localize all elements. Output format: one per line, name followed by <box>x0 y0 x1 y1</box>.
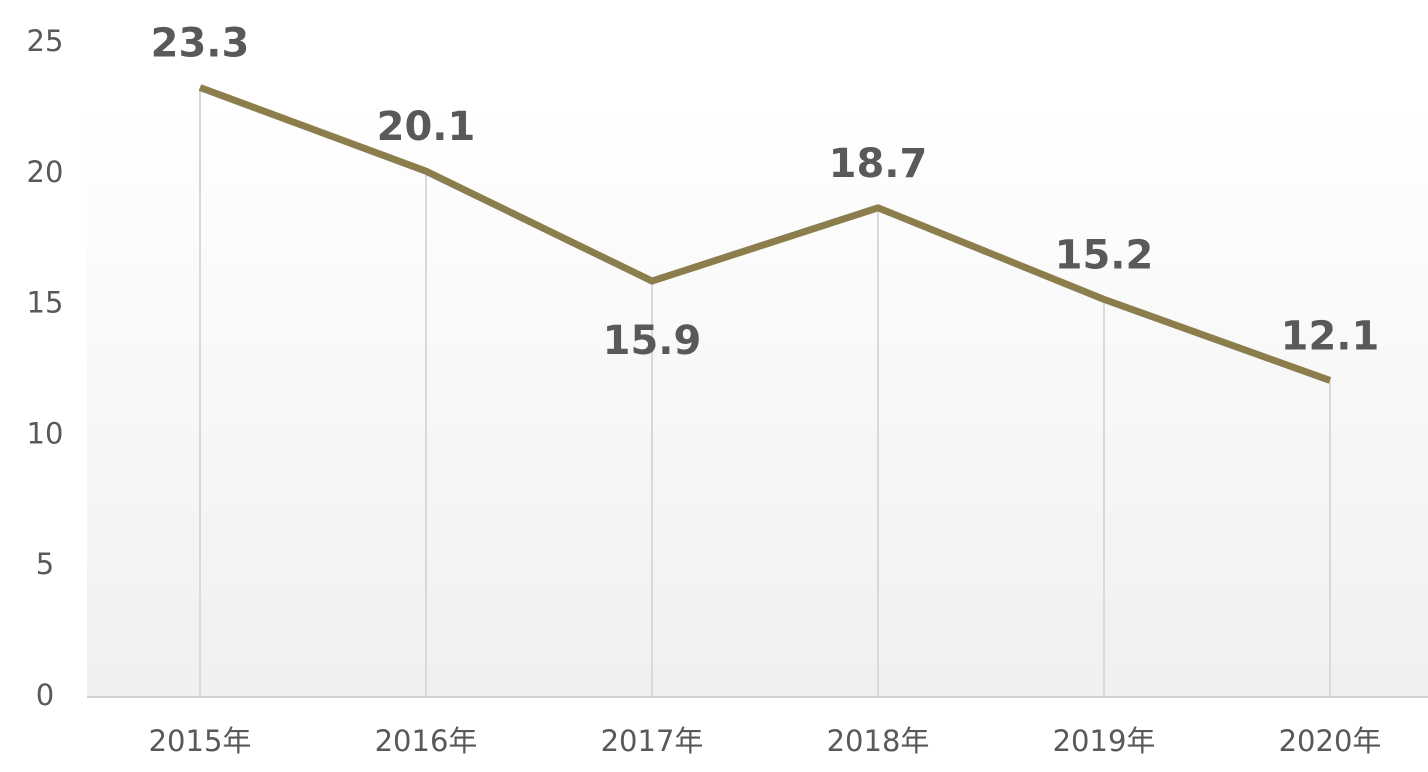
x-tick-label: 2016年 <box>375 724 478 758</box>
y-tick-label: 5 <box>36 547 54 581</box>
y-tick-label: 10 <box>27 416 64 450</box>
data-label: 15.2 <box>1055 232 1154 278</box>
line <box>198 84 1332 384</box>
x-tick-label: 2018年 <box>827 724 930 758</box>
x-tick-label: 2017年 <box>601 724 704 758</box>
x-tick-label: 2019年 <box>1053 724 1156 758</box>
plot-background <box>87 100 1428 697</box>
y-tick-label: 25 <box>27 24 64 58</box>
data-label: 12.1 <box>1281 313 1380 359</box>
x-tick-label: 2015年 <box>149 724 252 758</box>
data-label: 15.9 <box>603 318 702 364</box>
data-label: 20.1 <box>377 104 476 150</box>
x-tick-label: 2020年 <box>1279 724 1382 758</box>
data-label: 23.3 <box>151 20 250 66</box>
y-tick-label: 20 <box>27 155 64 189</box>
y-tick-label: 0 <box>36 678 54 712</box>
data-label: 18.7 <box>829 141 928 187</box>
y-tick-label: 15 <box>27 286 64 320</box>
